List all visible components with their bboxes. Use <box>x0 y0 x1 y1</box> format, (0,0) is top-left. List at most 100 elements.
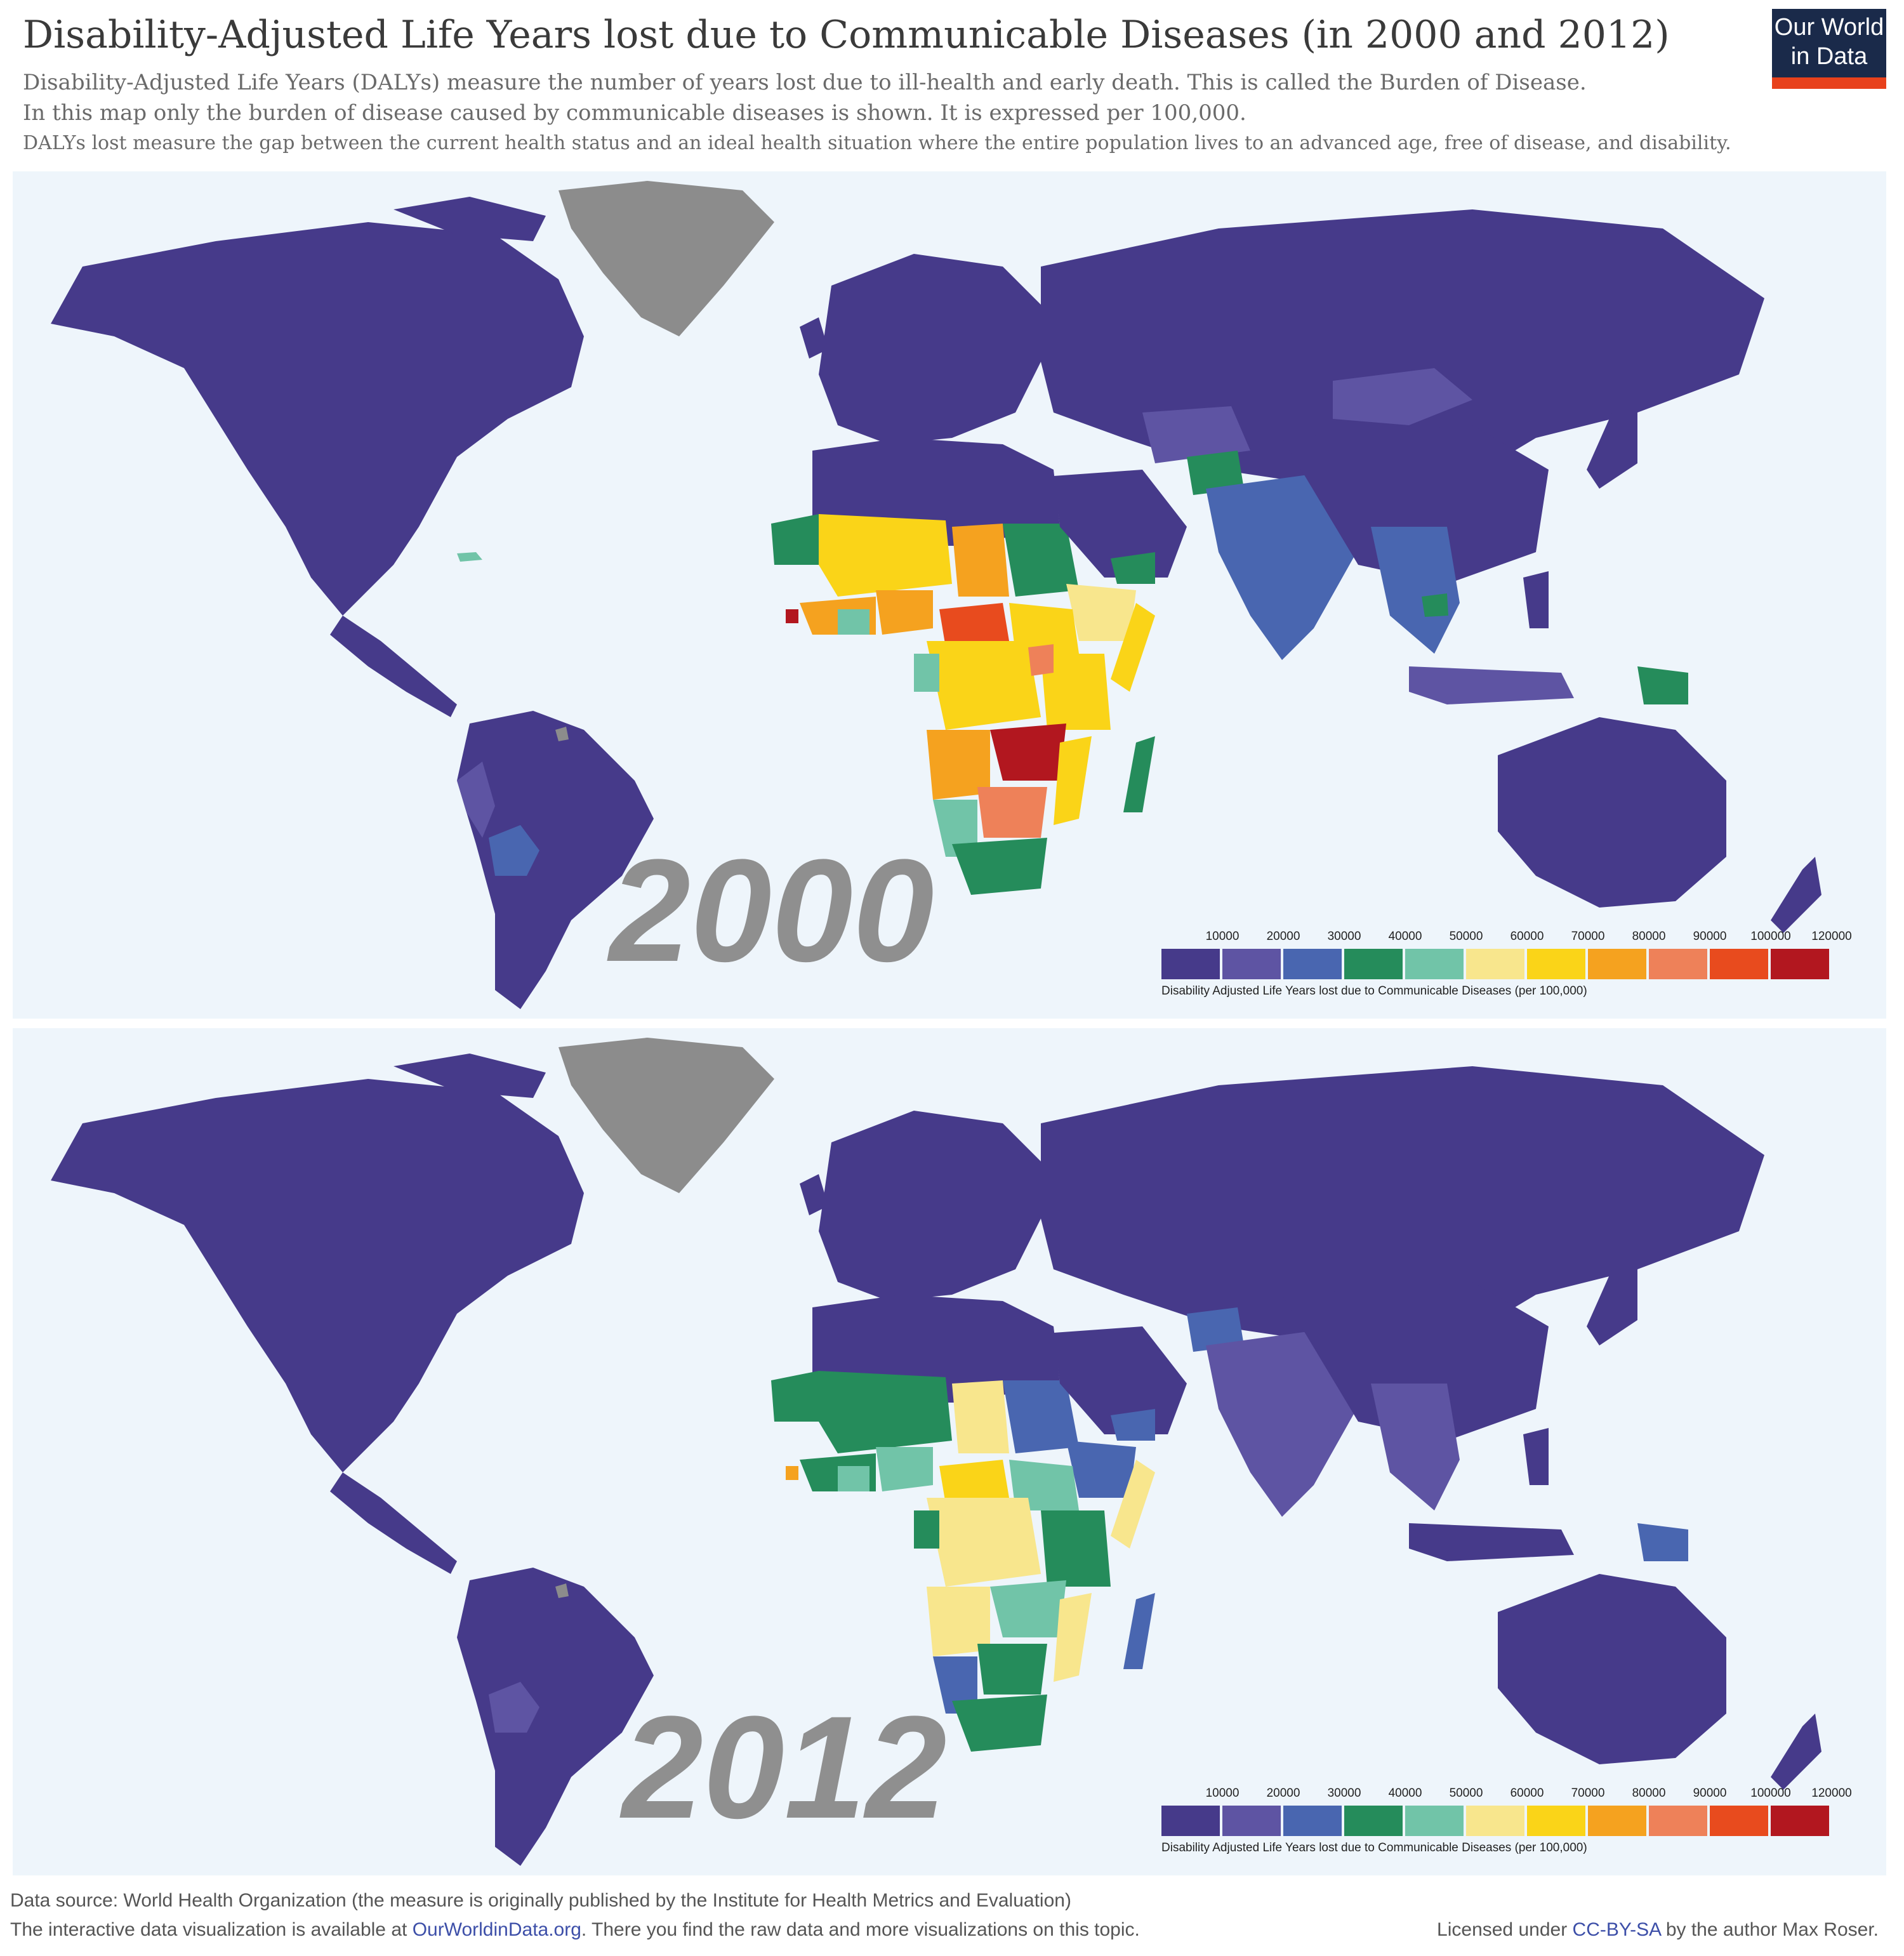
south-america <box>457 1568 654 1866</box>
legend-tick: 10000 <box>1205 930 1240 943</box>
mongolia <box>1333 368 1472 425</box>
data-source-note: Data source: World Health Organization (… <box>10 1890 1071 1911</box>
zambia-malawi <box>990 724 1066 781</box>
yemen <box>1111 1409 1155 1441</box>
legend-swatch <box>1283 949 1342 979</box>
indonesia <box>1409 1523 1574 1561</box>
legend-swatch <box>1710 1806 1768 1836</box>
legend-swatch <box>1161 949 1220 979</box>
new-zealand <box>1771 857 1821 933</box>
legend-swatch <box>1649 1806 1707 1836</box>
ethiopia <box>1066 1441 1136 1498</box>
southeast-asia <box>1371 1384 1460 1510</box>
chad <box>952 524 1009 597</box>
world-map-2000 <box>51 181 1821 1009</box>
legend-swatch <box>1527 949 1585 979</box>
legend-swatch <box>1161 1806 1220 1836</box>
mali-niger <box>819 514 952 597</box>
namibia <box>933 1656 977 1714</box>
botswana-zimbabwe <box>977 1644 1047 1695</box>
legend-tick: 50000 <box>1449 1787 1483 1800</box>
legend-tick: 20000 <box>1266 1787 1300 1800</box>
central-asia <box>1142 406 1250 463</box>
nigeria <box>876 1447 933 1491</box>
car <box>939 1460 1009 1504</box>
legend-swatch <box>1344 949 1403 979</box>
middle-east <box>1054 1326 1187 1434</box>
new-zealand <box>1771 1714 1821 1790</box>
page-title: Disability-Adjusted Life Years lost due … <box>23 13 1670 57</box>
sierra-leone <box>786 1466 798 1480</box>
year-label-2000: 2000 <box>609 829 934 992</box>
license-prefix: Licensed under <box>1437 1919 1573 1940</box>
legend-tick: 90000 <box>1693 1787 1727 1800</box>
central-america <box>330 616 457 717</box>
legend-tick: 30000 <box>1327 930 1361 943</box>
north-america <box>51 1079 584 1472</box>
kenya-tanzania <box>1041 1510 1111 1587</box>
europe <box>819 1111 1041 1301</box>
legend-swatch <box>1466 949 1524 979</box>
afghanistan <box>1187 451 1244 495</box>
legend-tick: 120000 <box>1811 1787 1852 1800</box>
legend-tick: 120000 <box>1811 930 1852 943</box>
legend-swatch <box>1405 1806 1464 1836</box>
nigeria <box>876 590 933 635</box>
ghana-coast <box>838 1466 869 1491</box>
owid-logo[interactable]: Our World in Data <box>1772 9 1886 89</box>
botswana-zimbabwe <box>977 787 1047 838</box>
license-suffix: by the author Max Roser. <box>1660 1919 1879 1940</box>
interactive-prefix: The interactive data visualization is av… <box>10 1919 413 1940</box>
legend-swatch <box>1466 1806 1524 1836</box>
canadian-arctic-islands <box>393 1054 546 1098</box>
rwanda-burundi <box>1028 644 1054 676</box>
subtitle-2: In this map only the burden of disease c… <box>23 100 1246 126</box>
indonesia <box>1409 666 1574 704</box>
bolivia <box>489 1682 539 1733</box>
mozambique <box>1054 736 1092 825</box>
legend-swatch <box>1649 949 1707 979</box>
australia <box>1498 717 1726 908</box>
legend-tick: 100000 <box>1750 930 1791 943</box>
zambia-malawi <box>990 1580 1066 1637</box>
legend-swatch <box>1405 949 1464 979</box>
sierra-leone <box>786 609 798 623</box>
guyana <box>555 1583 569 1598</box>
legend-swatch <box>1588 1806 1646 1836</box>
logo-line-1: Our World <box>1774 14 1884 41</box>
color-legend-2012: 10000 20000 30000 40000 50000 60000 7000… <box>1161 1787 1860 1863</box>
logo-accent-bar <box>1772 77 1886 89</box>
legend-swatch <box>1222 1806 1281 1836</box>
legend-tick: 40000 <box>1388 1787 1422 1800</box>
canadian-arctic-islands <box>393 197 546 241</box>
south-america <box>457 711 654 1009</box>
mauritania <box>771 1371 819 1422</box>
license-note: Licensed under CC-BY-SA by the author Ma… <box>1437 1919 1879 1941</box>
legend-tick: 40000 <box>1388 930 1422 943</box>
mauritania <box>771 514 819 565</box>
namibia <box>933 800 977 857</box>
subtitle-3: DALYs lost measure the gap between the c… <box>23 132 1731 154</box>
gabon-congo <box>914 654 939 692</box>
chad <box>952 1380 1009 1453</box>
sudan <box>1003 1380 1079 1453</box>
papua-new-guinea <box>1637 666 1688 704</box>
yemen <box>1111 552 1155 584</box>
uk <box>800 1174 828 1215</box>
angola <box>927 730 990 800</box>
ethiopia <box>1066 584 1136 641</box>
gabon-congo <box>914 1510 939 1549</box>
legend-swatch <box>1527 1806 1585 1836</box>
greenland <box>559 1038 774 1193</box>
greenland <box>559 181 774 336</box>
legend-tick: 60000 <box>1510 1787 1544 1800</box>
north-america <box>51 222 584 616</box>
peru <box>457 762 495 838</box>
legend-caption: Disability Adjusted Life Years lost due … <box>1161 1841 1587 1854</box>
color-legend-2000: 10000 20000 30000 40000 50000 60000 7000… <box>1161 930 1860 1006</box>
legend-swatch <box>1283 1806 1342 1836</box>
mali-niger <box>819 1371 952 1453</box>
license-link[interactable]: CC-BY-SA <box>1572 1919 1661 1940</box>
owid-link[interactable]: OurWorldinData.org <box>412 1919 581 1940</box>
ghana-coast <box>838 609 869 635</box>
